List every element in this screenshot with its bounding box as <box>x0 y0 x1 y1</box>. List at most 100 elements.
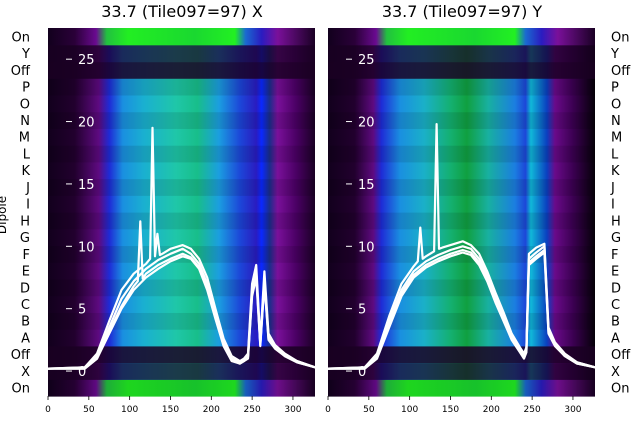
row-label-left: O <box>20 97 30 112</box>
heatmap-row-band-15 <box>48 145 315 163</box>
heatmap-row-18 <box>328 94 595 113</box>
panel-title-x: 33.7 (Tile097=97) X <box>101 2 263 21</box>
heatmap-row-shade-2 <box>48 362 315 380</box>
overlay-line-4 <box>48 220 316 370</box>
heatmap-row-shade-2 <box>328 362 595 380</box>
heatmap-row-19 <box>48 78 315 96</box>
overlay-y-tick-label: 5 <box>358 303 366 318</box>
overlay-y-tick-label: 15 <box>358 178 375 193</box>
row-label-left: P <box>22 81 30 96</box>
overlay-y-tick-label: 0 <box>358 365 366 380</box>
heatmap-row-17 <box>48 111 315 129</box>
heatmap-row-11 <box>48 212 315 230</box>
heatmap-row-1 <box>328 379 595 397</box>
heatmap-row-15 <box>328 145 595 163</box>
x-tick-label: 0 <box>45 405 51 415</box>
heatmap-row-12 <box>48 195 315 213</box>
y-axis-label: Dipole <box>0 196 9 234</box>
row-label-right: On <box>611 382 629 397</box>
heatmap-row-band-11 <box>48 212 315 230</box>
overlay-y-tick-label: 0 <box>78 365 86 380</box>
x-tick-label: 250 <box>524 405 541 415</box>
overlay-y-tick-label: 20 <box>78 116 95 131</box>
heatmap-row-12 <box>328 195 595 213</box>
heatmap-row-band-19 <box>48 78 315 96</box>
heatmap-row-shade-20 <box>48 61 315 79</box>
row-label-right: L <box>611 147 619 162</box>
heatmap-row-14 <box>48 161 315 180</box>
x-tick-label: 100 <box>121 405 138 415</box>
overlay-y-tick-label: 20 <box>358 116 375 131</box>
row-label-left: I <box>26 198 30 213</box>
heatmap-row-16 <box>48 128 315 146</box>
row-label-right: G <box>611 231 621 246</box>
heatmap-row-8 <box>48 262 315 280</box>
x-tick-label: 50 <box>363 405 375 415</box>
heatmap-row-18 <box>48 94 315 113</box>
heatmap-row-7 <box>48 278 315 297</box>
row-label-left: J <box>25 181 30 196</box>
x-tick-label: 100 <box>401 405 418 415</box>
row-label-left: B <box>21 315 30 330</box>
row-label-left: X <box>21 365 30 380</box>
x-tick-label: 150 <box>442 405 459 415</box>
row-label-right: O <box>611 97 621 112</box>
heatmap-row-band-7 <box>48 278 315 297</box>
row-label-left: M <box>19 131 30 146</box>
x-tick-label: 0 <box>325 405 331 415</box>
row-label-left: E <box>22 265 30 280</box>
x-tick-label: 300 <box>564 405 581 415</box>
heatmap-row-8 <box>328 262 595 280</box>
row-label-right: H <box>611 214 621 229</box>
overlay-y-tick-label: 25 <box>78 53 95 68</box>
overlay-y-tick-label: 15 <box>78 178 95 193</box>
overlay-y-tick-label: 10 <box>78 240 95 255</box>
heatmap-row-band-1 <box>328 379 595 397</box>
row-label-left: On <box>12 30 30 45</box>
row-label-right: F <box>611 248 618 263</box>
panel-title-y: 33.7 (Tile097=97) Y <box>382 2 543 21</box>
row-label-right: P <box>611 81 619 96</box>
row-label-right: Off <box>611 348 631 363</box>
heatmap-row-band-19 <box>328 78 595 96</box>
row-label-right: D <box>611 281 621 296</box>
row-label-right: M <box>611 131 622 146</box>
heatmap-row-14 <box>328 161 595 180</box>
heatmap-row-13 <box>328 178 595 196</box>
row-label-right: N <box>611 114 621 129</box>
overlay-y-tick-label: 25 <box>358 53 375 68</box>
heatmap-row-6 <box>328 295 595 313</box>
heatmap-row-19 <box>328 78 595 96</box>
row-label-left: F <box>23 248 30 263</box>
row-label-left: H <box>20 214 30 229</box>
row-label-right: Off <box>611 64 631 79</box>
x-tick-label: 200 <box>483 405 500 415</box>
heatmap-row-band-13 <box>48 178 315 196</box>
row-label-right: Y <box>610 47 619 62</box>
row-label-left: C <box>21 298 30 313</box>
x-tick-label: 50 <box>83 405 95 415</box>
row-label-right: K <box>611 164 620 179</box>
row-label-left: G <box>20 231 30 246</box>
x-tick-label: 150 <box>162 405 179 415</box>
heatmap-row-10 <box>48 228 315 247</box>
heatmap-row-band-5 <box>48 312 315 330</box>
row-label-right: B <box>611 315 620 330</box>
heatmap-row-shade-20 <box>328 61 595 79</box>
heatmap-row-17 <box>328 111 595 129</box>
row-label-left: Off <box>11 64 31 79</box>
heatmap-row-6 <box>48 295 315 313</box>
row-label-left: N <box>20 114 30 129</box>
overlay-line-3 <box>327 123 596 370</box>
heatmap-row-22 <box>48 28 315 46</box>
heatmap-row-band-17 <box>328 111 595 129</box>
heatmap-row-13 <box>48 178 315 196</box>
row-label-right: On <box>611 30 629 45</box>
row-label-left: L <box>23 147 31 162</box>
heatmap-row-22 <box>328 28 595 46</box>
heatmap-row-band-15 <box>328 145 595 163</box>
